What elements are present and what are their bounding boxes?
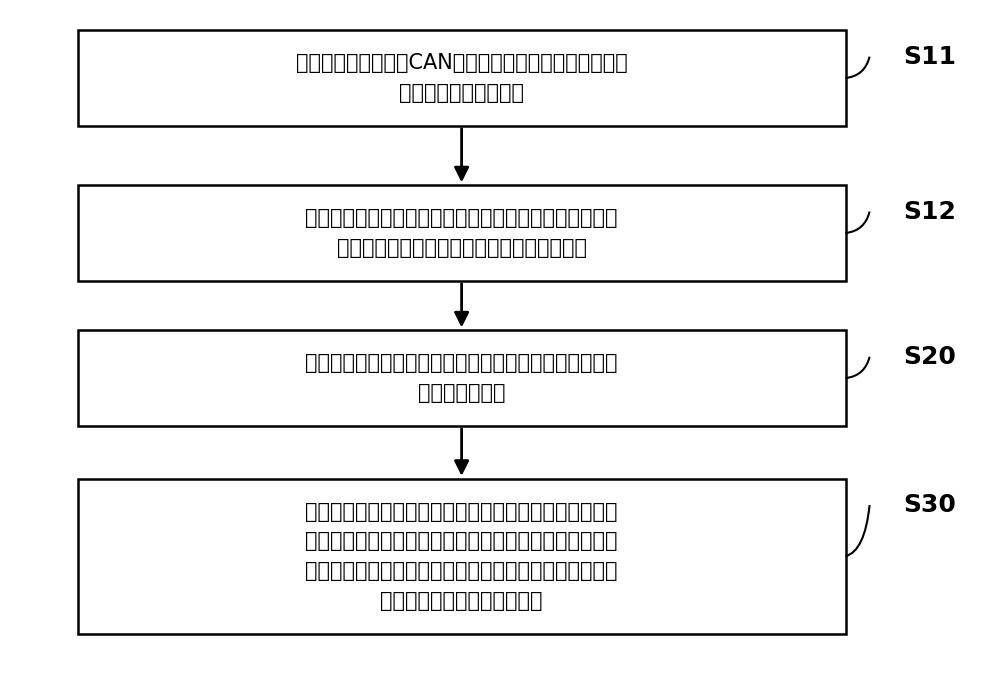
Text: 获取当前工况下的极限位置初始値，根据所述极限位置初
始値开启极限位置自学习，生成极限位置信号: 获取当前工况下的极限位置初始値，根据所述极限位置初 始値开启极限位置自学习，生成… [305,208,618,258]
Bar [78,330,846,426]
Text: 根据所述极限位置信号和所述传感器信号确定是否激活转
角转速限制功能: 根据所述极限位置信号和所述传感器信号确定是否激活转 角转速限制功能 [305,353,618,403]
Bar [78,30,846,126]
Bar [78,479,846,633]
Text: S11: S11 [903,45,956,69]
Text: S20: S20 [903,345,956,369]
Bar [78,185,846,281]
Text: S12: S12 [903,200,956,223]
Text: S30: S30 [903,493,956,517]
Text: 在确定激活转角转速限制功能时，根据所述传感器信号、
所述电机转速信号结合预设转速限制算法和预设转角限制
算法获得电机限制电流，并根据所述电机限制电流降低助
力力: 在确定激活转角转速限制功能时，根据所述传感器信号、 所述电机转速信号结合预设转速… [305,502,618,611]
Text: 接收控制器局域网络CAN总线传递的传感器信号，以及电
机传递的电机转速信号: 接收控制器局域网络CAN总线传递的传感器信号，以及电 机传递的电机转速信号 [296,54,627,103]
